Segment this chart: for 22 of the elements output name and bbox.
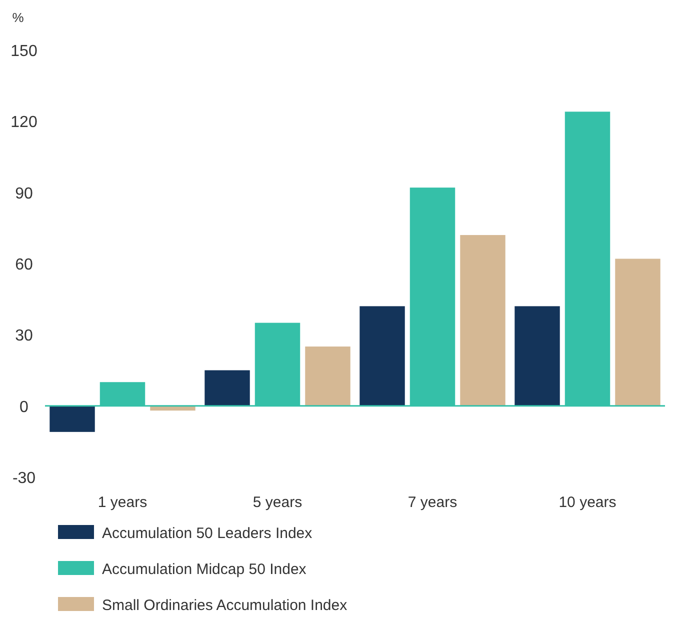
- bar: [204, 370, 250, 406]
- bar: [305, 346, 350, 406]
- bar: [460, 235, 506, 406]
- y-tick-label: 150: [10, 43, 38, 60]
- x-tick-label: 7 years: [408, 494, 458, 511]
- bar: [615, 258, 660, 406]
- bar: [514, 306, 560, 406]
- y-tick-label: 0: [20, 398, 29, 416]
- y-tick-label: 30: [15, 328, 33, 345]
- y-tick-label: 60: [15, 256, 33, 274]
- y-axis-title: %: [12, 10, 24, 25]
- bar: [50, 406, 95, 432]
- y-tick-label: -30: [12, 470, 36, 487]
- y-tick-label: 120: [10, 114, 38, 132]
- legend-label: Accumulation 50 Leaders Index: [102, 525, 313, 542]
- legend-label: Accumulation Midcap 50 Index: [102, 561, 307, 578]
- legend-label: Small Ordinaries Accumulation Index: [102, 597, 348, 614]
- x-tick-label: 1 years: [98, 494, 148, 511]
- y-tick-label: 90: [15, 185, 33, 202]
- x-tick-label: 5 years: [252, 494, 302, 511]
- bar: [360, 306, 405, 406]
- x-tick-label: 10 years: [558, 494, 616, 511]
